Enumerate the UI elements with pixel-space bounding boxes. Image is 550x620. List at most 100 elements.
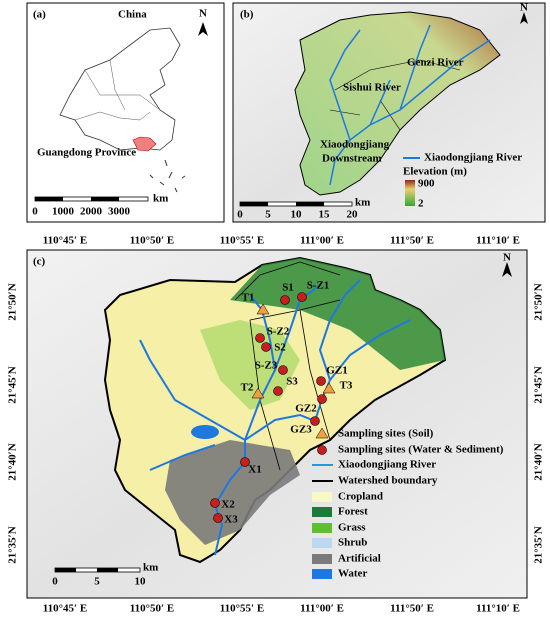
site-label: X1 <box>248 464 261 476</box>
elevation-colorbar <box>405 180 415 206</box>
lon-label-top: 111°50′ E <box>390 235 434 247</box>
water-site <box>255 333 265 343</box>
lat-label-left: 21°50′N <box>7 283 19 320</box>
legend-text: Artificial <box>338 553 381 565</box>
sub-basin-borders-c <box>234 261 341 471</box>
lat-label-left: 21°40′N <box>7 443 19 480</box>
province-borders <box>74 59 161 121</box>
legend-artificial <box>312 554 332 564</box>
lon-label-top: 110°50′ E <box>130 235 174 247</box>
country-label: China <box>118 9 147 21</box>
legend-text: Cropland <box>338 491 383 503</box>
scale-tick: 2000 <box>80 206 103 218</box>
reservoir <box>191 425 219 439</box>
rivers-b <box>329 24 491 186</box>
site-label: S2 <box>274 342 286 354</box>
legend-text: 2 <box>418 198 424 210</box>
site-label: GZ1 <box>326 365 347 377</box>
lat-label-right: 21°45′N <box>533 366 545 403</box>
watershed-b <box>294 11 501 196</box>
site-label: S-Z2 <box>267 326 290 338</box>
site-label: GZ2 <box>295 403 317 415</box>
water-site <box>240 457 250 467</box>
province-label: Guangdong Province <box>37 147 136 159</box>
river-label: Sishui River <box>343 82 401 94</box>
legend-grass <box>312 523 332 533</box>
soil-site <box>251 387 265 399</box>
site-label: T2 <box>241 382 254 394</box>
lon-label-top: 110°45′ E <box>43 235 87 247</box>
legend-cropland <box>312 492 332 502</box>
lon-label-bottom: 111°00′ E <box>300 603 344 615</box>
north-label: N <box>503 252 511 264</box>
scale-tick: 0 <box>237 209 243 221</box>
site-label: S1 <box>282 282 294 294</box>
north-label: N <box>199 8 207 20</box>
north-arrow-c <box>502 262 512 277</box>
lon-label-bottom: 111°50′ E <box>390 603 434 615</box>
legend-text: Elevation (m) <box>403 166 467 178</box>
china-outline <box>59 27 181 151</box>
water-site <box>261 342 271 352</box>
lat-label-right: 21°40′N <box>533 443 545 480</box>
scale-bar-b-seg <box>296 202 324 206</box>
lon-label-bottom: 110°45′ E <box>43 603 87 615</box>
scale-tick: 1000 <box>52 206 75 218</box>
river-label: Genzi River <box>407 57 464 69</box>
site-label: T3 <box>340 380 353 392</box>
water-site <box>280 295 290 305</box>
site-label: GZ3 <box>290 424 312 436</box>
water-site <box>310 416 320 426</box>
water-site <box>213 513 223 523</box>
legend-soil-symbol <box>315 427 329 439</box>
panel-label: (c) <box>33 256 46 268</box>
legend-text: Xiaodongjiang River <box>338 459 436 471</box>
scale-tick: 20 <box>347 209 359 221</box>
scale-tick: 10 <box>291 209 303 221</box>
legend <box>312 427 333 579</box>
lon-label-bottom: 111°10′ E <box>476 603 520 615</box>
legend-text: Sampling sites (Soil) <box>338 428 434 440</box>
legend-text: Xiaodongjiang River <box>424 152 522 164</box>
scale-tick: 5 <box>265 209 271 221</box>
lon-label-top: 110°55′ E <box>220 235 264 247</box>
scale-tick: 0 <box>32 206 38 218</box>
water-site <box>317 394 327 404</box>
scale-unit: km <box>153 193 168 205</box>
lon-label-bottom: 110°55′ E <box>220 603 264 615</box>
scale-tick: 3000 <box>108 206 131 218</box>
site-label: S-Z3 <box>255 360 278 372</box>
scale-bar-c-seg <box>55 568 76 572</box>
lon-label-top: 111°10′ E <box>476 235 520 247</box>
legend-text: 900 <box>418 178 435 190</box>
scale-bar-a-seg <box>91 197 119 201</box>
lat-label-right: 21°50′N <box>533 283 545 320</box>
lat-label-left: 21°35′N <box>7 526 19 563</box>
scale-tick: 5 <box>94 576 100 588</box>
scale-bar-c-seg <box>97 568 118 572</box>
scale-tick: 15 <box>319 209 331 221</box>
water-site <box>210 498 220 508</box>
legend-water <box>312 569 332 579</box>
north-arrow-b <box>520 12 528 24</box>
north-label: N <box>520 2 528 14</box>
lon-label-bottom: 110°50′ E <box>130 603 174 615</box>
legend-text: Grass <box>338 522 366 534</box>
water-site <box>278 365 288 375</box>
water-site <box>297 292 307 302</box>
lat-label-right: 21°35′N <box>533 526 545 563</box>
legend-water-symbol <box>317 445 327 455</box>
islands <box>149 159 186 193</box>
scale-bar-a-seg <box>35 197 63 201</box>
lon-label-top: 111°00′ E <box>300 235 344 247</box>
site-label: S-Z1 <box>307 280 330 292</box>
artificial-area <box>165 440 300 545</box>
rivers-c <box>139 279 411 556</box>
guangdong <box>132 136 157 152</box>
soil-site <box>256 303 270 315</box>
scale-unit: km <box>355 197 370 209</box>
site-label: X3 <box>224 514 238 526</box>
river-label: Xiaodongjiang <box>320 139 390 151</box>
legend-text: Sampling sites (Water & Sediment) <box>338 444 504 456</box>
